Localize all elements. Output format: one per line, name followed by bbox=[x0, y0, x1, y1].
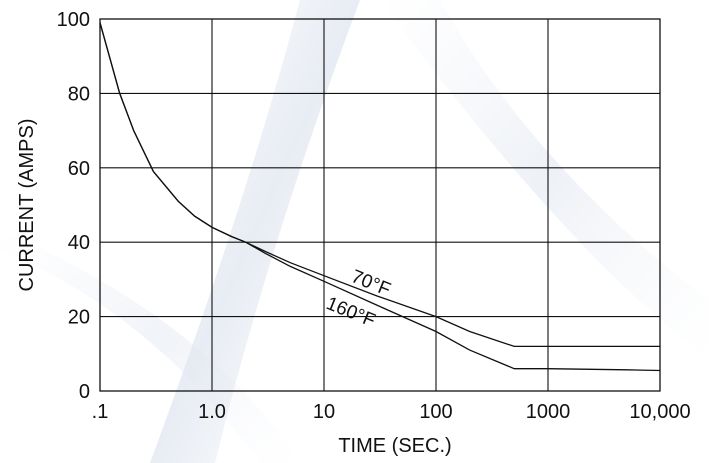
x-tick-label: 10,000 bbox=[629, 401, 690, 423]
y-tick-label: 40 bbox=[68, 232, 90, 254]
x-tick-label: 100 bbox=[419, 401, 452, 423]
x-tick-label: 10 bbox=[313, 401, 335, 423]
plot-frame bbox=[99, 18, 661, 392]
x-tick-label: 1.0 bbox=[198, 401, 226, 423]
x-axis-title: TIME (SEC.) bbox=[338, 435, 451, 457]
series-line-160f bbox=[99, 22, 661, 372]
y-tick-label: 80 bbox=[68, 83, 90, 105]
grid bbox=[100, 19, 660, 391]
y-tick-label: 0 bbox=[79, 381, 90, 403]
x-tick-label: 1000 bbox=[526, 401, 571, 423]
x-tick-label: .1 bbox=[92, 401, 109, 423]
curve-label-160f: 160°F bbox=[323, 293, 378, 332]
series-group bbox=[99, 22, 661, 372]
tick-labels: .1 1.0 10 100 1000 10,000 0 20 40 60 80 100 bbox=[57, 9, 691, 423]
y-tick-label: 60 bbox=[68, 158, 90, 180]
background-swoosh bbox=[150, 0, 360, 463]
background-swoosh bbox=[0, 230, 300, 463]
y-tick-label: 100 bbox=[57, 9, 90, 31]
background-swoosh bbox=[380, 0, 709, 360]
y-tick-label: 20 bbox=[68, 307, 90, 329]
y-axis-title: CURRENT (AMPS) bbox=[16, 119, 38, 292]
